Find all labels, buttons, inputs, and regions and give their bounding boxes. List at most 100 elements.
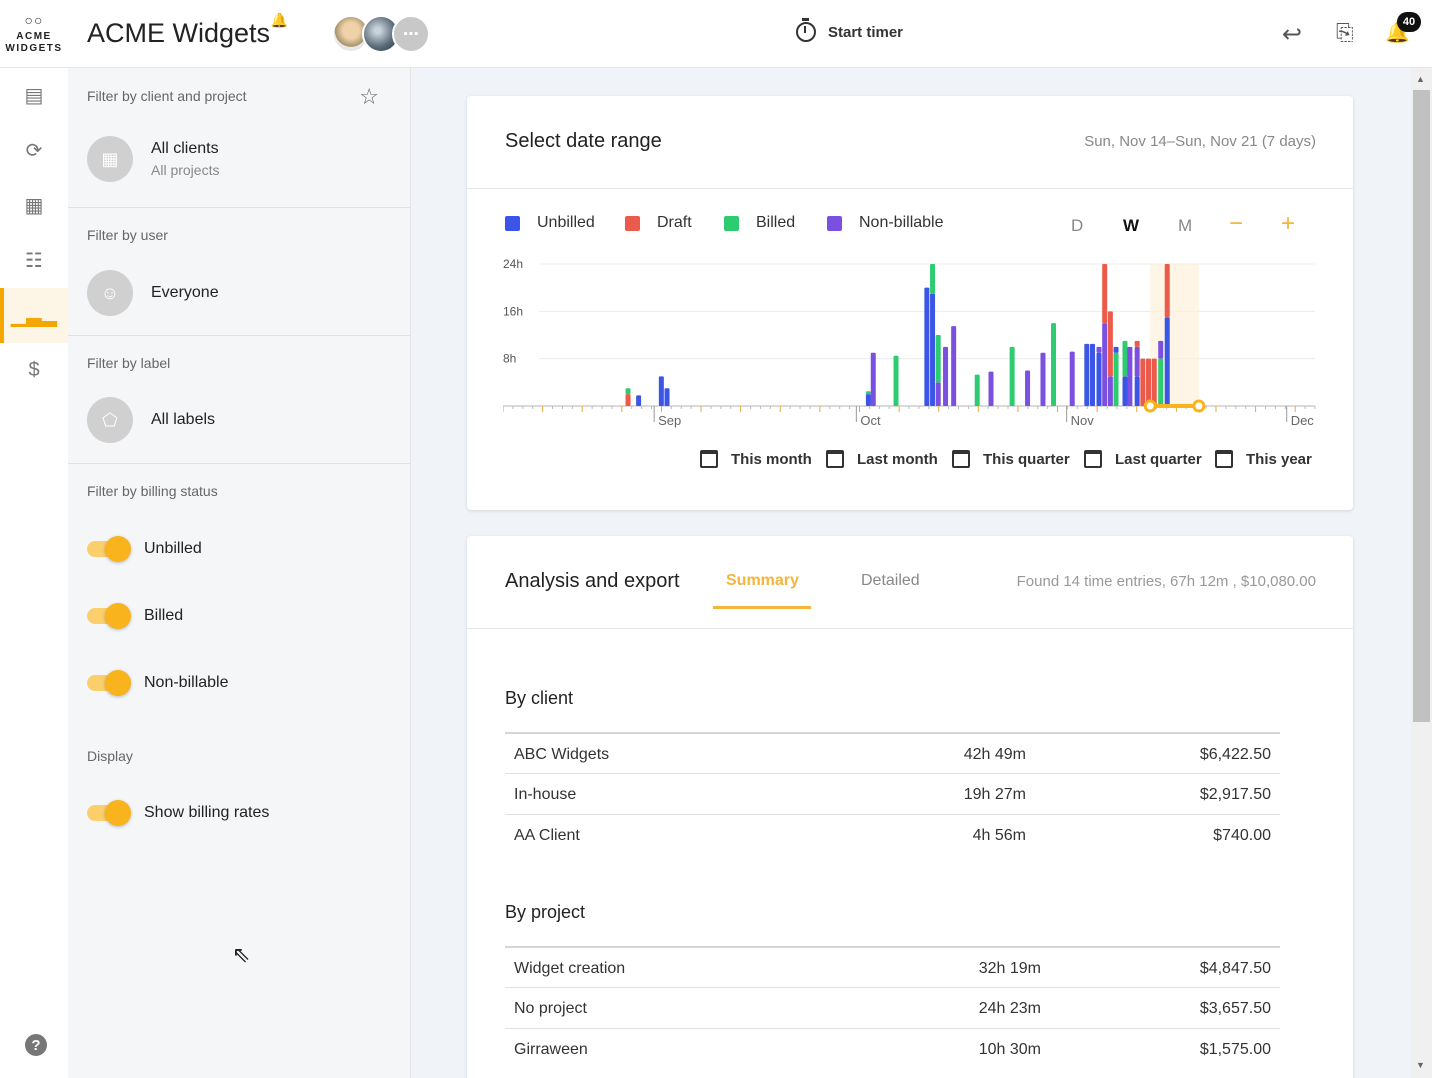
- user-selector[interactable]: ☺ Everyone: [87, 270, 219, 316]
- chart-bar: [1113, 352, 1119, 406]
- chart-bar: [865, 391, 871, 395]
- reports-chart-icon[interactable]: ▁▃▂: [0, 288, 68, 343]
- y-tick-label: 24h: [503, 257, 523, 271]
- chart-bar: [1084, 343, 1090, 406]
- selection-handle-start: [1143, 399, 1157, 413]
- start-timer-button[interactable]: Start timer: [796, 18, 903, 42]
- scroll-up-icon[interactable]: ▲: [1416, 74, 1425, 84]
- invoices-dollar-icon[interactable]: $: [28, 359, 40, 381]
- by-client-table: ABC Widgets 42h 49m $6,422.50 In-house 19h …: [505, 732, 1280, 855]
- toggle-switch[interactable]: [87, 800, 131, 826]
- chart-bar: [1134, 376, 1140, 406]
- clients-building-icon[interactable]: ▦: [24, 195, 44, 217]
- zoom-out-button[interactable]: −: [1229, 210, 1244, 237]
- date-range-card: Select date range Sun, Nov 14–Sun, Nov 2…: [467, 96, 1353, 510]
- company-name[interactable]: ACME Widgets 🔔: [87, 12, 288, 49]
- y-tick-label: 8h: [503, 352, 516, 366]
- table-row[interactable]: Girraween 10h 30m $1,575.00: [505, 1028, 1280, 1069]
- bookmark-icon[interactable]: ⎘: [1336, 20, 1354, 45]
- tab-underline: [713, 606, 811, 609]
- table-row[interactable]: AA Client 4h 56m $740.00: [505, 814, 1280, 855]
- month-label: Oct: [860, 413, 881, 428]
- billing-filter-header: Filter by billing status: [87, 483, 218, 499]
- toggle-switch[interactable]: [87, 603, 131, 629]
- chart-bar: [935, 335, 941, 383]
- help-icon[interactable]: ?: [25, 1034, 47, 1056]
- back-arrow-icon[interactable]: ↩: [1282, 21, 1303, 48]
- granularity-week-button[interactable]: W: [1123, 216, 1140, 235]
- selection-handle-end: [1192, 399, 1206, 413]
- chart-bar: [1102, 264, 1108, 324]
- label-value: All labels: [151, 411, 216, 428]
- chart-bar: [951, 326, 957, 406]
- shortcut-last-month[interactable]: Last month: [826, 450, 938, 468]
- filter-panel: Filter by client and project ☆ ▦ All cli…: [68, 68, 411, 1078]
- analysis-title: Analysis and export: [505, 570, 680, 592]
- chart-bar: [1025, 370, 1031, 406]
- chart-bar: [1096, 352, 1102, 406]
- toggle-show-billing-rates[interactable]: Show billing rates: [87, 800, 270, 826]
- timesheet-icon[interactable]: ▤: [24, 85, 44, 107]
- chart-bar: [1127, 346, 1133, 406]
- toggle-label: Billed: [144, 607, 184, 624]
- chart-bar: [1164, 264, 1170, 318]
- tab-summary[interactable]: Summary: [726, 572, 799, 589]
- shortcut-this-quarter[interactable]: This quarter: [952, 450, 1070, 468]
- notification-badge: 40: [1397, 12, 1421, 32]
- table-row[interactable]: In-house 19h 27m $2,917.50: [505, 773, 1280, 814]
- favorite-star-icon[interactable]: ☆: [359, 84, 379, 109]
- selected-range-band: [1150, 264, 1199, 406]
- chart-bar: [1051, 323, 1057, 406]
- chart-bar: [943, 346, 949, 406]
- chart-bar: [893, 355, 899, 406]
- more-avatars-button[interactable]: ⋯: [392, 14, 431, 53]
- toggle-switch[interactable]: [87, 536, 131, 562]
- toggle-label: Show billing rates: [144, 804, 270, 821]
- chart-bar: [930, 264, 936, 294]
- toggle-unbilled[interactable]: Unbilled: [87, 536, 202, 562]
- client-project-selector[interactable]: ▦ All clients All projects: [87, 136, 219, 182]
- label-filter-section: Filter by label ⬠ All labels: [68, 336, 411, 464]
- table-row[interactable]: No project 24h 23m $3,657.50: [505, 987, 1280, 1028]
- toggle-billed[interactable]: Billed: [87, 603, 184, 629]
- toggle-switch[interactable]: [87, 670, 131, 696]
- table-row[interactable]: Widget creation 32h 19m $4,847.50: [505, 946, 1280, 987]
- timeline-chart[interactable]: 24h 16h 8h Sep Oct Nov Dec: [503, 256, 1323, 436]
- granularity-month-button[interactable]: M: [1178, 216, 1193, 235]
- clipboard-icon[interactable]: ☷: [25, 250, 43, 272]
- tab-detailed[interactable]: Detailed: [861, 572, 920, 589]
- scrollbar-thumb[interactable]: [1413, 90, 1430, 722]
- recent-icon[interactable]: ⟳: [25, 140, 43, 162]
- logo-line-2: WIDGETS: [5, 42, 63, 54]
- month-label: Dec: [1291, 413, 1315, 428]
- chart-bar: [935, 382, 941, 406]
- date-range-title: Select date range: [505, 130, 662, 152]
- building-icon: ▦: [87, 136, 133, 182]
- main-content: Select date range Sun, Nov 14–Sun, Nov 2…: [411, 68, 1411, 1078]
- zoom-in-button[interactable]: +: [1281, 210, 1296, 237]
- chart-bar: [1134, 346, 1140, 377]
- toggle-non-billable[interactable]: Non-billable: [87, 670, 229, 696]
- company-bell-icon[interactable]: 🔔: [270, 12, 289, 28]
- user-value: Everyone: [151, 284, 219, 301]
- toggle-label: Unbilled: [144, 540, 202, 557]
- main-scrollbar[interactable]: ▲ ▼: [1411, 68, 1432, 1078]
- chart-bar: [974, 374, 980, 406]
- chart-bar: [1122, 376, 1128, 406]
- chart-bar: [988, 371, 994, 406]
- divider: [467, 188, 1353, 189]
- shortcut-this-year[interactable]: This year: [1215, 450, 1312, 468]
- results-summary: Found 14 time entries, 67h 12m , $10,080…: [1016, 573, 1316, 590]
- shortcut-last-quarter[interactable]: Last quarter: [1084, 450, 1202, 468]
- users-group-icon: ☺: [87, 270, 133, 316]
- label-selector[interactable]: ⬠ All labels: [87, 397, 215, 443]
- table-row[interactable]: ABC Widgets 42h 49m $6,422.50: [505, 732, 1280, 773]
- tag-icon: ⬠: [87, 397, 133, 443]
- shortcut-this-month[interactable]: This month: [700, 450, 812, 468]
- acme-logo[interactable]: ○○ ACME WIDGETS: [0, 0, 68, 68]
- user-filter-section: Filter by user ☺ Everyone: [68, 208, 411, 336]
- selected-range-text: Sun, Nov 14–Sun, Nov 21 (7 days): [1084, 133, 1316, 150]
- granularity-day-button[interactable]: D: [1071, 216, 1084, 235]
- divider: [467, 628, 1353, 629]
- scroll-down-icon[interactable]: ▼: [1416, 1060, 1425, 1070]
